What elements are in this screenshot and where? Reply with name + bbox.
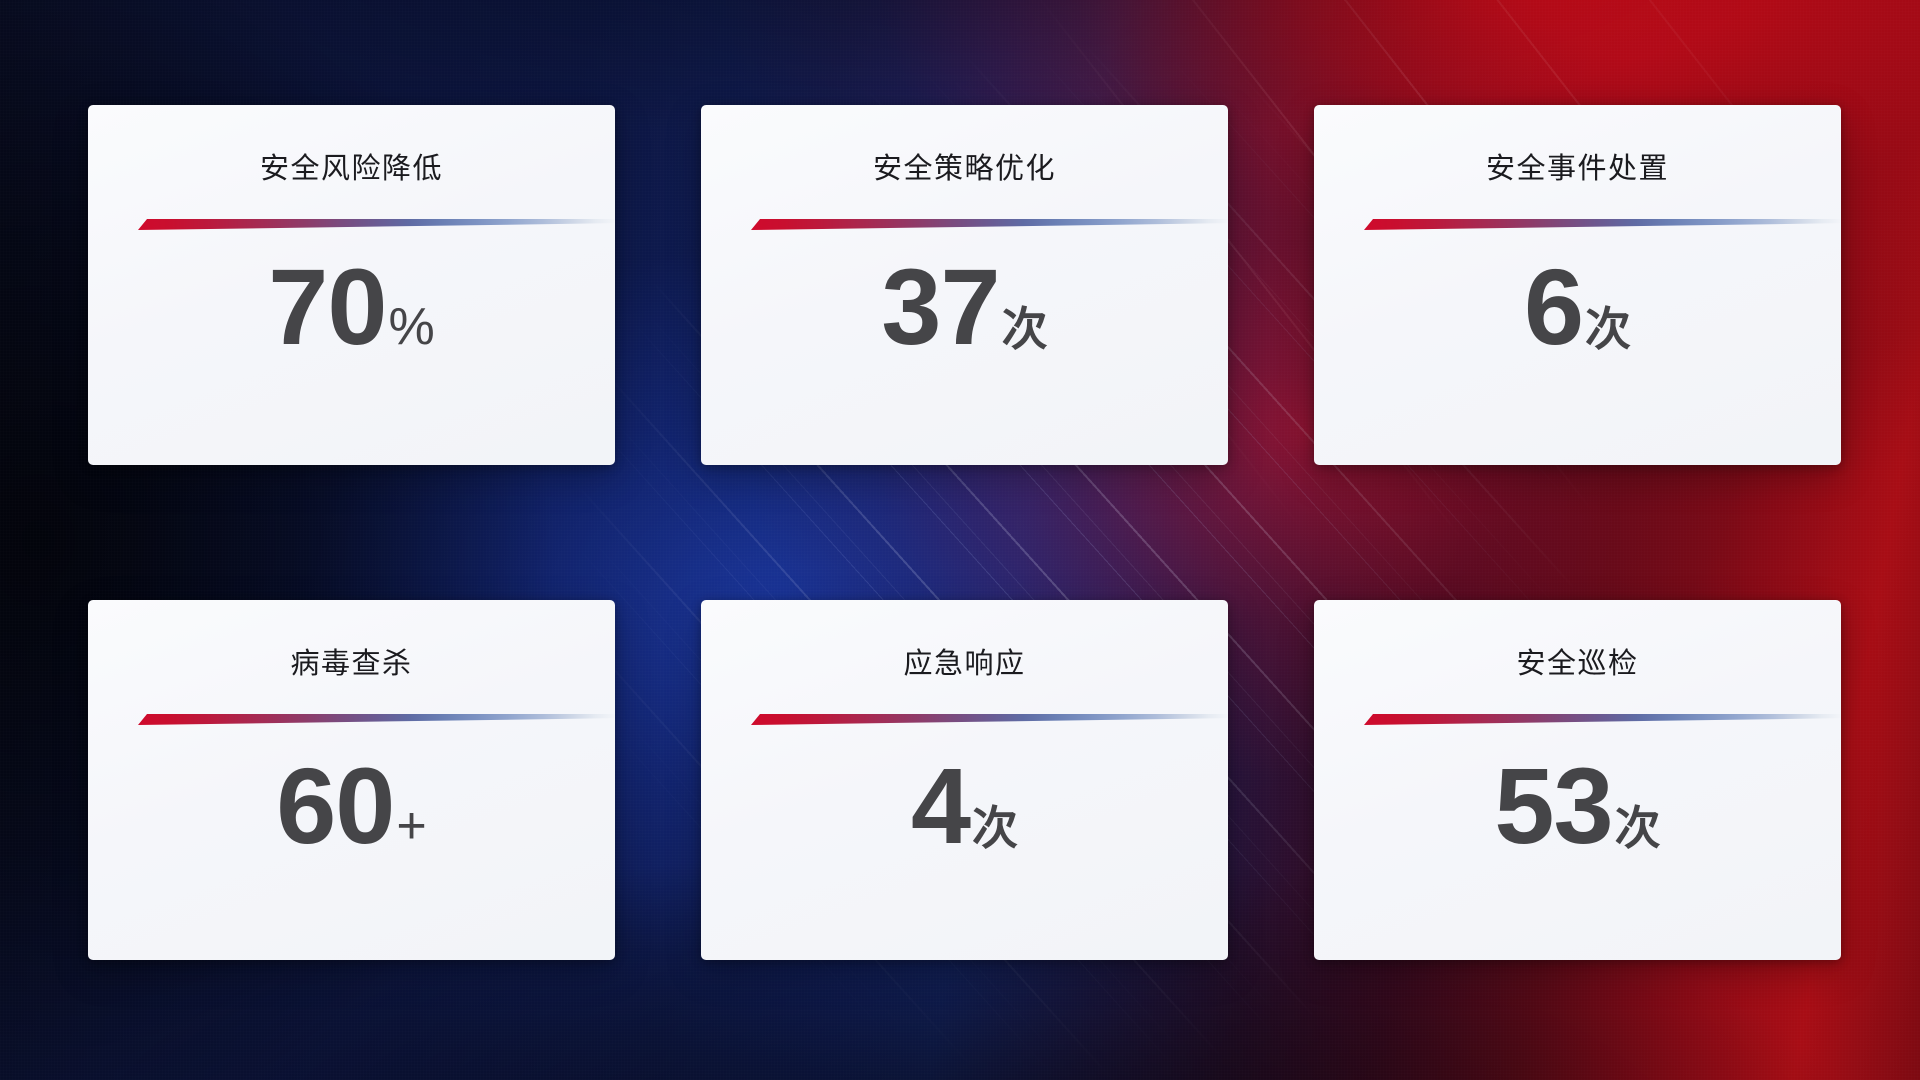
card-divider [751,219,1228,233]
card-title: 安全巡检 [1516,648,1639,680]
metric-card-security-policy-optimization[interactable]: 安全策略优化 37 次 [701,105,1228,465]
value-number: 70 [268,246,387,367]
value-unit: 次 [1001,303,1048,355]
value-number: 37 [881,246,1000,367]
value-unit: 次 [1614,802,1661,854]
value-unit: % [388,298,435,356]
card-title: 病毒查杀 [290,648,413,680]
value-number: 6 [1523,246,1584,367]
card-value: 4 次 [701,752,1228,860]
gradient-accent-bar [138,219,615,230]
card-value: 60 + [88,752,615,860]
value-unit: 次 [1585,303,1632,355]
metric-card-emergency-response[interactable]: 应急响应 4 次 [701,600,1228,960]
value-unit: 次 [972,802,1019,854]
gradient-accent-bar [751,714,1228,725]
card-title: 安全策略优化 [872,153,1056,185]
value-number: 4 [910,745,971,866]
gradient-accent-bar [1364,714,1841,725]
value-number: 60 [276,745,395,866]
gradient-accent-bar [751,219,1228,230]
card-title: 安全风险降低 [259,153,443,185]
metric-card-security-incident-handling[interactable]: 安全事件处置 6 次 [1314,105,1841,465]
card-divider [1364,219,1841,233]
metric-card-virus-scan-removal[interactable]: 病毒查杀 60 + [88,600,615,960]
metric-card-grid: 安全风险降低 70 % 安全策略优化 37 次 安全事件处置 [88,105,1841,960]
card-divider [138,219,615,233]
card-title: 安全事件处置 [1485,153,1669,185]
card-value: 70 % [88,253,615,361]
gradient-accent-bar [1364,219,1841,230]
card-value: 37 次 [701,253,1228,361]
metric-card-security-risk-reduction[interactable]: 安全风险降低 70 % [88,105,615,465]
value-number: 53 [1494,745,1613,866]
metric-card-security-inspection[interactable]: 安全巡检 53 次 [1314,600,1841,960]
card-divider [751,714,1228,728]
card-value: 53 次 [1314,752,1841,860]
gradient-accent-bar [138,714,615,725]
card-value: 6 次 [1314,253,1841,361]
card-divider [138,714,615,728]
card-title: 应急响应 [903,648,1026,680]
value-unit: + [396,797,427,855]
card-divider [1364,714,1841,728]
